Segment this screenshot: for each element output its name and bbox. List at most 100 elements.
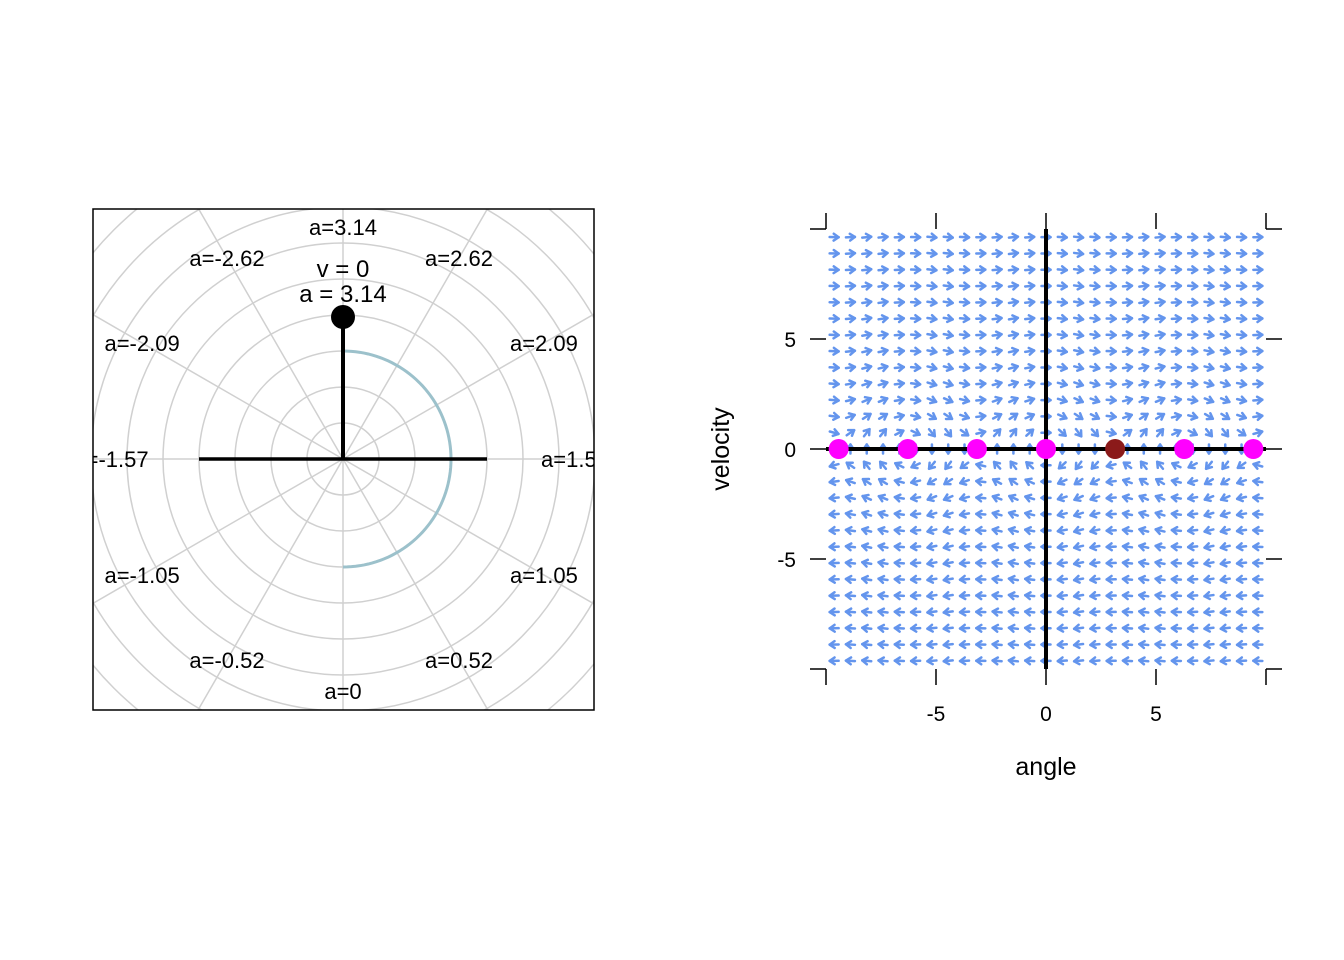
- field-arrow-head: [828, 591, 836, 601]
- field-arrow-head: [1252, 493, 1260, 503]
- field-arrow-head: [1190, 395, 1199, 405]
- field-arrow-head: [880, 297, 889, 308]
- field-arrow-head: [1219, 607, 1228, 617]
- field-arrow-head: [909, 574, 918, 584]
- field-arrow-head: [1089, 542, 1098, 552]
- field-arrow-head: [1125, 379, 1134, 389]
- field-arrow-head: [1121, 656, 1130, 666]
- field-arrow-head: [844, 574, 853, 585]
- field-arrow-head: [1121, 477, 1131, 487]
- field-arrow-head: [1170, 639, 1179, 650]
- field-arrow-head: [979, 281, 987, 291]
- field-arrow-head: [929, 313, 938, 324]
- field-arrow-head: [1235, 591, 1244, 601]
- field-arrow-head: [958, 493, 967, 503]
- field-arrow-head: [861, 607, 869, 617]
- field-arrow-head: [1190, 346, 1199, 356]
- field-arrow-head: [975, 639, 983, 650]
- field-arrow-head: [880, 363, 889, 373]
- field-arrow-head: [1024, 509, 1033, 519]
- field-arrow-head: [1220, 477, 1229, 486]
- field-arrow-head: [864, 379, 873, 389]
- field-arrow-head: [1027, 379, 1036, 389]
- field-arrow-head: [1138, 656, 1146, 666]
- field-arrow-head: [1091, 411, 1101, 421]
- field-arrow-head: [913, 313, 922, 324]
- field-arrow-head: [1008, 477, 1017, 486]
- field-arrow-head: [861, 558, 870, 568]
- field-arrow-head: [1011, 314, 1020, 324]
- field-arrow-head: [978, 395, 987, 405]
- field-arrow-head: [978, 411, 987, 422]
- field-arrow-head: [1206, 395, 1215, 405]
- field-arrow-head: [1011, 330, 1020, 340]
- field-arrow-head: [946, 265, 954, 275]
- field-arrow-head: [975, 493, 983, 503]
- field-arrow-head: [1186, 525, 1195, 536]
- field-arrow-head: [1190, 232, 1199, 242]
- field-arrow-head: [1072, 607, 1081, 617]
- field-arrow-head: [1235, 656, 1244, 666]
- field-arrow-head: [1235, 493, 1245, 503]
- field-arrow-head: [1060, 232, 1069, 242]
- field-arrow-head: [1236, 461, 1246, 470]
- grid-spoke: [342, 458, 594, 605]
- field-arrow-head: [877, 574, 886, 585]
- field-arrow-head: [1222, 362, 1231, 372]
- polar-angle-label: a=-0.52: [189, 648, 264, 673]
- field-arrow-head: [994, 379, 1003, 389]
- field-arrow-head: [909, 591, 918, 601]
- field-arrow-head: [1255, 411, 1264, 422]
- field-arrow-head: [928, 412, 938, 421]
- field-arrow-head: [1076, 248, 1085, 259]
- pendulum-layer: [199, 305, 487, 461]
- field-arrow-head: [1256, 330, 1264, 340]
- field-arrow-head: [1076, 362, 1085, 372]
- field-arrow-head: [1056, 591, 1065, 601]
- field-arrow-head: [848, 379, 857, 389]
- field-arrow-head: [1105, 591, 1113, 601]
- field-arrow-head: [864, 297, 873, 308]
- field-arrow-head: [1170, 493, 1179, 503]
- field-arrow-head: [991, 509, 1000, 519]
- field-arrow-head: [844, 477, 854, 487]
- field-arrow-head: [958, 607, 967, 617]
- field-arrow-head: [844, 591, 853, 601]
- y-axis-label: velocity: [707, 407, 735, 491]
- field-arrow-head: [864, 232, 873, 242]
- field-arrow-head: [861, 656, 869, 666]
- field-arrow-head: [1156, 412, 1166, 421]
- field-arrow-head: [1007, 542, 1016, 552]
- field-arrow-head: [1252, 542, 1260, 552]
- field-arrow-head: [1157, 297, 1166, 308]
- field-arrow-head: [1072, 542, 1082, 552]
- field-arrow-head: [1174, 232, 1183, 242]
- field-arrow-head: [1089, 590, 1097, 601]
- field-arrow-head: [832, 232, 840, 242]
- field-arrow-head: [942, 623, 951, 633]
- polar-angle-label: a=1.05: [510, 563, 578, 588]
- field-arrow-head: [1219, 542, 1228, 552]
- field-arrow-head: [1024, 477, 1033, 487]
- field-arrow-head: [1011, 297, 1020, 308]
- field-arrow-head: [1187, 460, 1196, 470]
- field-arrow-head: [959, 461, 969, 470]
- field-arrow-head: [1121, 574, 1130, 585]
- field-arrow-head: [1057, 461, 1067, 470]
- field-arrow-head: [910, 476, 919, 487]
- field-arrow-head: [1060, 313, 1069, 324]
- field-arrow-head: [1154, 509, 1163, 519]
- field-arrow-head: [1203, 477, 1213, 486]
- field-arrow-head: [1089, 525, 1098, 535]
- field-arrow-head: [1125, 346, 1134, 356]
- field-arrow-head: [1174, 346, 1183, 356]
- vector-field-arrows: [828, 232, 1264, 666]
- field-arrow-head: [927, 428, 937, 438]
- polar-angle-label: a=0: [324, 679, 361, 704]
- field-arrow-head: [958, 525, 967, 536]
- field-arrow-head: [1024, 525, 1033, 536]
- field-arrow-head: [913, 265, 922, 275]
- field-arrow-head: [945, 395, 954, 405]
- field-arrow-head: [929, 362, 938, 372]
- field-arrow-head: [979, 232, 987, 242]
